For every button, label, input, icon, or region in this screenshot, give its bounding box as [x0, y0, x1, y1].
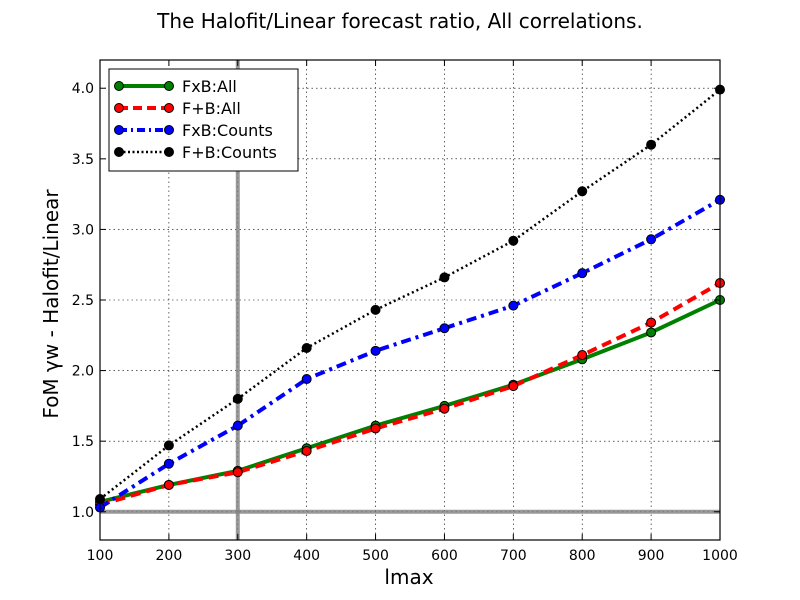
legend-marker [164, 81, 174, 91]
y-tick-label: 1.5 [72, 434, 94, 450]
data-point [508, 381, 519, 392]
x-tick-label: 600 [431, 548, 458, 564]
x-axis-label: lmax [384, 565, 433, 589]
data-point [508, 235, 519, 246]
data-point [370, 345, 381, 356]
data-point [439, 272, 450, 283]
legend: FxB:All F+B:All FxB:Counts F+B:Counts [108, 68, 299, 172]
data-point [301, 343, 312, 353]
data-point [232, 467, 243, 478]
x-tick-label: 500 [362, 548, 389, 564]
data-point [370, 423, 381, 434]
data-point [439, 323, 450, 334]
data-point [646, 234, 657, 245]
data-point [577, 350, 588, 361]
legend-label: FxB:All [182, 77, 237, 96]
y-tick-label: 3.5 [72, 152, 94, 168]
x-tick-label: 200 [156, 548, 183, 564]
series-line [99, 298, 721, 504]
legend-marker [114, 147, 124, 157]
x-tick-label: 900 [638, 548, 665, 564]
data-point [577, 268, 588, 279]
data-point [439, 403, 450, 414]
x-tick-label: 1000 [702, 548, 738, 564]
legend-label: FxB:Counts [182, 121, 273, 140]
legend-marker [114, 103, 124, 113]
legend-marker [164, 147, 174, 157]
data-point [163, 440, 174, 451]
x-tick-label: 700 [500, 548, 527, 564]
legend-marker [114, 81, 124, 91]
y-axis-label: FoM γw - Halofit/Linear [39, 189, 63, 419]
data-point [232, 420, 243, 431]
data-point [163, 479, 174, 490]
legend-marker [164, 125, 174, 135]
tick-layer: 100 200 300 400 500 600 700 800 900 1000 1.0 1.5 2.0… [72, 60, 738, 564]
chart-title: The Halofit/Linear forecast ratio, All c… [156, 9, 643, 33]
data-point [646, 139, 657, 150]
x-tick-label: 300 [224, 548, 251, 564]
series-layer [95, 84, 725, 513]
y-tick-label: 3.0 [72, 222, 94, 238]
series-line [99, 88, 721, 501]
x-tick-label: 100 [87, 548, 114, 564]
data-point [577, 186, 588, 197]
legend-label: F+B:Counts [182, 143, 277, 162]
data-point [370, 304, 381, 315]
data-point [301, 446, 312, 457]
legend-marker [164, 103, 174, 113]
y-tick-label: 1.0 [72, 505, 94, 521]
legend-marker [114, 125, 124, 135]
legend-box [108, 68, 299, 172]
data-point [163, 458, 174, 469]
data-point [232, 393, 243, 404]
data-point [646, 327, 657, 338]
data-point [508, 300, 519, 311]
x-tick-label: 400 [293, 548, 320, 564]
y-tick-label: 2.0 [72, 364, 94, 380]
y-tick-label: 4.0 [72, 81, 94, 97]
y-tick-label: 2.5 [72, 293, 94, 309]
data-point [301, 374, 312, 385]
data-point [646, 317, 657, 328]
series-line [99, 281, 721, 507]
series-line [98, 198, 721, 510]
series-fxb-counts [95, 194, 725, 513]
legend-label: F+B:All [182, 99, 241, 118]
x-tick-label: 800 [569, 548, 596, 564]
